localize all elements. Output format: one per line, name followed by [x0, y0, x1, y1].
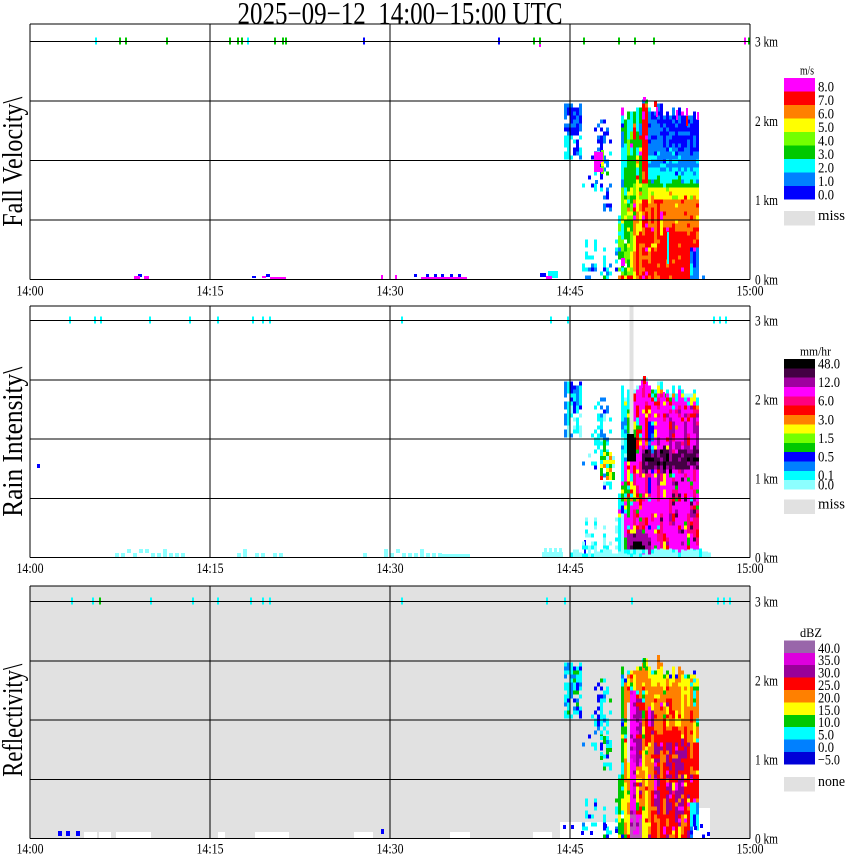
svg-text:14:30: 14:30 [377, 842, 404, 858]
svg-text:0.0: 0.0 [818, 477, 834, 493]
svg-text:0.0: 0.0 [818, 187, 834, 203]
svg-text:14:30: 14:30 [377, 284, 404, 300]
svg-text:m/s: m/s [800, 63, 814, 78]
svg-text:0.0: 0.0 [818, 740, 834, 756]
svg-text:5.0: 5.0 [818, 120, 834, 136]
svg-text:10.0: 10.0 [818, 715, 840, 731]
svg-text:2 km: 2 km [755, 674, 778, 690]
svg-text:14:15: 14:15 [197, 284, 224, 300]
svg-text:2 km: 2 km [755, 393, 778, 409]
svg-text:Reflectivity\: Reflectivity\ [0, 664, 29, 777]
svg-text:14:00: 14:00 [17, 561, 44, 577]
svg-text:2.0: 2.0 [818, 160, 834, 176]
svg-text:12.0: 12.0 [818, 375, 840, 391]
svg-text:3.0: 3.0 [818, 147, 834, 163]
svg-text:30.0: 30.0 [818, 666, 840, 682]
svg-text:1 km: 1 km [755, 753, 778, 769]
svg-text:15.0: 15.0 [818, 703, 840, 719]
svg-text:0 km: 0 km [755, 551, 778, 567]
svg-text:2025−09−12 14:00−15:00 UTC: 2025−09−12 14:00−15:00 UTC [238, 0, 563, 31]
svg-text:0.1: 0.1 [818, 468, 834, 484]
svg-text:8.0: 8.0 [818, 80, 834, 96]
svg-text:1 km: 1 km [755, 193, 778, 209]
svg-text:6.0: 6.0 [818, 107, 834, 123]
svg-text:6.0: 6.0 [818, 394, 834, 410]
svg-text:15:00: 15:00 [737, 842, 764, 858]
svg-text:2 km: 2 km [755, 114, 778, 130]
svg-text:20.0: 20.0 [818, 690, 840, 706]
svg-text:25.0: 25.0 [818, 678, 840, 694]
svg-text:14:45: 14:45 [557, 842, 584, 858]
svg-text:14:15: 14:15 [197, 842, 224, 858]
svg-text:14:00: 14:00 [17, 842, 44, 858]
svg-text:1.0: 1.0 [818, 174, 834, 190]
svg-text:miss: miss [818, 497, 845, 513]
svg-text:14:45: 14:45 [557, 561, 584, 577]
svg-text:15:00: 15:00 [737, 284, 764, 300]
svg-text:14:30: 14:30 [377, 561, 404, 577]
svg-text:0.5: 0.5 [818, 450, 834, 466]
svg-text:14:15: 14:15 [197, 561, 224, 577]
svg-text:3 km: 3 km [755, 35, 778, 51]
svg-text:3 km: 3 km [755, 595, 778, 611]
svg-text:3.0: 3.0 [818, 412, 834, 428]
svg-text:15:00: 15:00 [737, 561, 764, 577]
svg-text:1 km: 1 km [755, 472, 778, 488]
svg-text:7.0: 7.0 [818, 93, 834, 109]
svg-text:1.5: 1.5 [818, 431, 834, 447]
svg-text:35.0: 35.0 [818, 653, 840, 669]
svg-text:Rain Intensity\: Rain Intensity\ [0, 367, 29, 517]
svg-text:0 km: 0 km [755, 832, 778, 848]
svg-text:4.0: 4.0 [818, 133, 834, 149]
svg-text:mm/hr: mm/hr [800, 344, 832, 359]
svg-text:3 km: 3 km [755, 314, 778, 330]
svg-text:Fall Velocity\: Fall Velocity\ [0, 97, 29, 227]
svg-text:−5.0: −5.0 [818, 752, 840, 768]
svg-text:5.0: 5.0 [818, 728, 834, 744]
svg-text:none: none [818, 774, 845, 790]
svg-text:0 km: 0 km [755, 273, 778, 289]
svg-text:14:00: 14:00 [17, 284, 44, 300]
svg-text:dBZ: dBZ [800, 625, 822, 640]
svg-text:48.0: 48.0 [818, 356, 840, 372]
svg-text:14:45: 14:45 [557, 284, 584, 300]
svg-text:miss: miss [818, 208, 845, 224]
svg-text:40.0: 40.0 [818, 641, 840, 657]
